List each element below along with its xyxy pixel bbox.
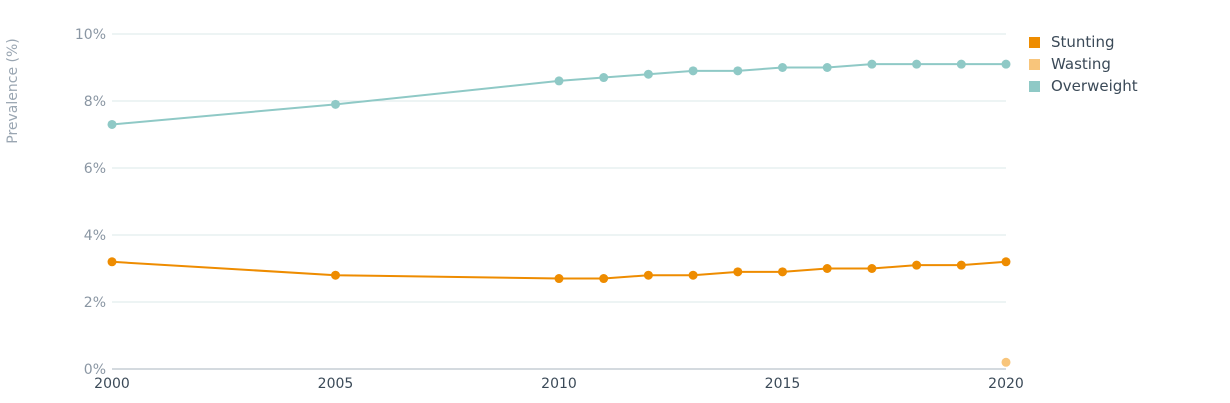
data-point-stunting-2012[interactable] xyxy=(643,270,653,280)
legend-item-stunting[interactable]: Stunting xyxy=(1029,33,1115,51)
data-point-stunting-2019[interactable] xyxy=(956,260,966,270)
y-tick-label-0: 0% xyxy=(84,362,106,378)
data-point-overweight-2017[interactable] xyxy=(867,59,877,69)
data-point-stunting-2016[interactable] xyxy=(822,264,832,273)
y-tick-label-8: 8% xyxy=(84,94,106,110)
data-point-stunting-2011[interactable] xyxy=(599,274,609,284)
series-stunting xyxy=(107,257,1011,284)
data-point-stunting-2000[interactable] xyxy=(107,257,117,267)
data-point-overweight-2013[interactable] xyxy=(688,66,698,76)
data-point-stunting-2013[interactable] xyxy=(688,270,698,280)
data-point-overweight-2012[interactable] xyxy=(643,69,653,79)
data-point-stunting-2005[interactable] xyxy=(331,270,340,280)
x-tick-label-2010: 2010 xyxy=(541,376,577,392)
series-wasting xyxy=(1001,357,1011,367)
legend-label-wasting: Wasting xyxy=(1051,55,1111,73)
series-line-overweight xyxy=(111,63,1006,126)
y-tick-label-4: 4% xyxy=(84,228,106,244)
data-point-overweight-2020[interactable] xyxy=(1001,59,1011,69)
x-tick-label-2000: 2000 xyxy=(94,376,130,392)
legend-label-overweight: Overweight xyxy=(1051,77,1138,95)
series-layer xyxy=(107,59,1011,367)
data-point-wasting-2020[interactable] xyxy=(1001,357,1011,367)
data-point-overweight-2019[interactable] xyxy=(956,59,966,69)
data-point-overweight-2005[interactable] xyxy=(331,99,340,109)
series-overweight xyxy=(107,59,1011,129)
legend-item-overweight[interactable]: Overweight xyxy=(1029,77,1138,95)
x-tick-label-2005: 2005 xyxy=(318,376,354,392)
y-axis-title: Prevalence (%) xyxy=(5,38,21,144)
data-point-stunting-2015[interactable] xyxy=(778,267,787,277)
grid-lines xyxy=(112,33,1006,303)
x-tick-label-2015: 2015 xyxy=(765,376,801,392)
data-point-stunting-2020[interactable] xyxy=(1001,257,1011,267)
legend-swatch-overweight xyxy=(1029,81,1040,92)
x-axis-ticks: 2000 2005 2010 2015 2020 xyxy=(94,376,1024,392)
y-tick-label-6: 6% xyxy=(84,161,106,177)
data-point-overweight-2014[interactable] xyxy=(733,66,743,76)
y-tick-label-2: 2% xyxy=(84,295,106,311)
data-point-overweight-2000[interactable] xyxy=(107,119,117,129)
legend-label-stunting: Stunting xyxy=(1051,33,1115,51)
data-point-overweight-2016[interactable] xyxy=(822,63,832,72)
legend-swatch-stunting xyxy=(1029,37,1040,48)
legend-swatch-wasting xyxy=(1029,59,1040,70)
x-tick-label-2020: 2020 xyxy=(988,376,1024,392)
y-tick-label-10: 10% xyxy=(75,27,106,43)
data-point-stunting-2014[interactable] xyxy=(733,267,743,277)
data-point-stunting-2017[interactable] xyxy=(867,264,877,273)
data-point-overweight-2018[interactable] xyxy=(912,59,922,69)
data-point-stunting-2010[interactable] xyxy=(554,274,564,284)
data-point-overweight-2010[interactable] xyxy=(554,76,564,86)
data-point-stunting-2018[interactable] xyxy=(912,260,922,270)
legend-item-wasting[interactable]: Wasting xyxy=(1029,55,1111,73)
legend: Stunting Wasting Overweight xyxy=(1029,33,1138,95)
data-point-overweight-2015[interactable] xyxy=(778,63,787,72)
y-axis-ticks: 0% 2% 4% 6% 8% 10% xyxy=(75,27,106,378)
data-point-overweight-2011[interactable] xyxy=(599,73,609,83)
